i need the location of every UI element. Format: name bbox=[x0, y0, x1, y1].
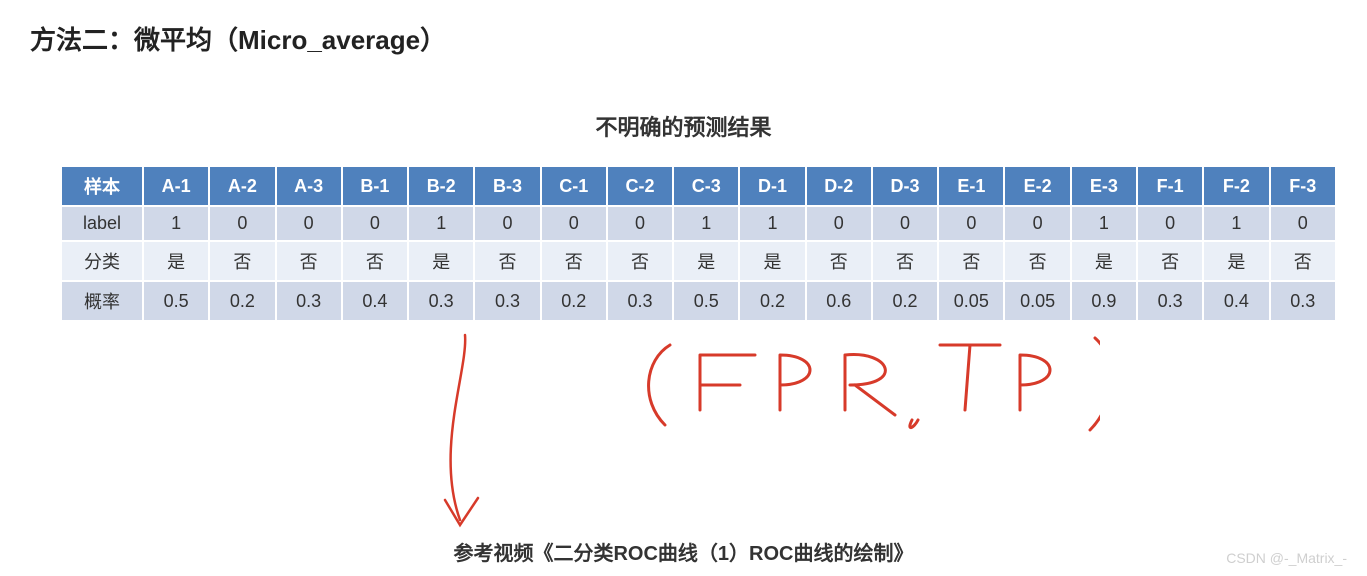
header-cell: E-2 bbox=[1004, 166, 1070, 206]
data-cell: 0 bbox=[209, 206, 275, 241]
arrow-shaft bbox=[451, 335, 466, 520]
header-cell: F-2 bbox=[1203, 166, 1269, 206]
data-cell: 0.2 bbox=[541, 281, 607, 321]
data-cell: 1 bbox=[739, 206, 805, 241]
header-cell: A-2 bbox=[209, 166, 275, 206]
data-cell: 0.05 bbox=[1004, 281, 1070, 321]
data-cell: 是 bbox=[1203, 241, 1269, 281]
row-label: 分类 bbox=[61, 241, 143, 281]
row-label: label bbox=[61, 206, 143, 241]
data-cell: 0 bbox=[1137, 206, 1203, 241]
data-cell: 0 bbox=[872, 206, 938, 241]
header-cell: E-3 bbox=[1071, 166, 1137, 206]
data-cell: 0 bbox=[474, 206, 540, 241]
data-cell: 0 bbox=[806, 206, 872, 241]
data-cell: 0.2 bbox=[209, 281, 275, 321]
prediction-table-wrap: 样本 A-1A-2A-3B-1B-2B-3C-1C-2C-3D-1D-2D-3E… bbox=[60, 165, 1337, 322]
header-cell: D-2 bbox=[806, 166, 872, 206]
data-cell: 0 bbox=[607, 206, 673, 241]
data-cell: 0.4 bbox=[342, 281, 408, 321]
data-cell: 否 bbox=[872, 241, 938, 281]
handwritten-fpr-tpr bbox=[649, 338, 1100, 430]
header-cell: B-3 bbox=[474, 166, 540, 206]
header-cell: D-3 bbox=[872, 166, 938, 206]
data-cell: 1 bbox=[673, 206, 739, 241]
table-row: 概率0.50.20.30.40.30.30.20.30.50.20.60.20.… bbox=[61, 281, 1336, 321]
header-cell: A-1 bbox=[143, 166, 209, 206]
data-cell: 0.9 bbox=[1071, 281, 1137, 321]
data-cell: 0.3 bbox=[408, 281, 474, 321]
table-row: 分类是否否否是否否否是是否否否否是否是否 bbox=[61, 241, 1336, 281]
data-cell: 0 bbox=[342, 206, 408, 241]
data-cell: 0.4 bbox=[1203, 281, 1269, 321]
data-cell: 否 bbox=[607, 241, 673, 281]
data-cell: 是 bbox=[673, 241, 739, 281]
data-cell: 0.5 bbox=[673, 281, 739, 321]
data-cell: 1 bbox=[1203, 206, 1269, 241]
data-cell: 0 bbox=[1270, 206, 1336, 241]
header-cell: C-3 bbox=[673, 166, 739, 206]
row-label: 概率 bbox=[61, 281, 143, 321]
data-cell: 否 bbox=[209, 241, 275, 281]
data-cell: 是 bbox=[408, 241, 474, 281]
table-header-row: 样本 A-1A-2A-3B-1B-2B-3C-1C-2C-3D-1D-2D-3E… bbox=[61, 166, 1336, 206]
data-cell: 否 bbox=[342, 241, 408, 281]
data-cell: 0.05 bbox=[938, 281, 1004, 321]
data-cell: 0.5 bbox=[143, 281, 209, 321]
data-cell: 0.6 bbox=[806, 281, 872, 321]
data-cell: 否 bbox=[806, 241, 872, 281]
data-cell: 0 bbox=[541, 206, 607, 241]
data-cell: 否 bbox=[1137, 241, 1203, 281]
data-cell: 否 bbox=[1004, 241, 1070, 281]
data-cell: 否 bbox=[276, 241, 342, 281]
header-cell: B-2 bbox=[408, 166, 474, 206]
data-cell: 0.3 bbox=[474, 281, 540, 321]
data-cell: 否 bbox=[1270, 241, 1336, 281]
header-cell: E-1 bbox=[938, 166, 1004, 206]
watermark: CSDN @-_Matrix_- bbox=[1226, 550, 1347, 566]
header-cell: F-3 bbox=[1270, 166, 1336, 206]
header-cell: F-1 bbox=[1137, 166, 1203, 206]
data-cell: 0 bbox=[276, 206, 342, 241]
data-cell: 是 bbox=[739, 241, 805, 281]
data-cell: 0.3 bbox=[607, 281, 673, 321]
data-cell: 0.3 bbox=[1137, 281, 1203, 321]
footer-reference: 参考视频《二分类ROC曲线（1）ROC曲线的绘制》 bbox=[0, 537, 1367, 566]
header-cell: C-1 bbox=[541, 166, 607, 206]
data-cell: 1 bbox=[1071, 206, 1137, 241]
data-cell: 1 bbox=[408, 206, 474, 241]
handwritten-annotation bbox=[300, 330, 1100, 550]
data-cell: 0.3 bbox=[276, 281, 342, 321]
data-cell: 否 bbox=[938, 241, 1004, 281]
data-cell: 否 bbox=[541, 241, 607, 281]
data-cell: 0 bbox=[938, 206, 1004, 241]
data-cell: 0 bbox=[1004, 206, 1070, 241]
arrow-head bbox=[445, 498, 478, 525]
header-cell: C-2 bbox=[607, 166, 673, 206]
data-cell: 否 bbox=[474, 241, 540, 281]
header-cell: A-3 bbox=[276, 166, 342, 206]
page-title: 方法二：微平均（Micro_average） bbox=[30, 20, 446, 57]
prediction-table: 样本 A-1A-2A-3B-1B-2B-3C-1C-2C-3D-1D-2D-3E… bbox=[60, 165, 1337, 322]
header-cell: D-1 bbox=[739, 166, 805, 206]
data-cell: 0.2 bbox=[739, 281, 805, 321]
data-cell: 是 bbox=[143, 241, 209, 281]
data-cell: 0.2 bbox=[872, 281, 938, 321]
header-first: 样本 bbox=[61, 166, 143, 206]
data-cell: 1 bbox=[143, 206, 209, 241]
table-row: label100010001100001010 bbox=[61, 206, 1336, 241]
data-cell: 是 bbox=[1071, 241, 1137, 281]
table-caption: 不明确的预测结果 bbox=[0, 110, 1367, 142]
header-cell: B-1 bbox=[342, 166, 408, 206]
data-cell: 0.3 bbox=[1270, 281, 1336, 321]
